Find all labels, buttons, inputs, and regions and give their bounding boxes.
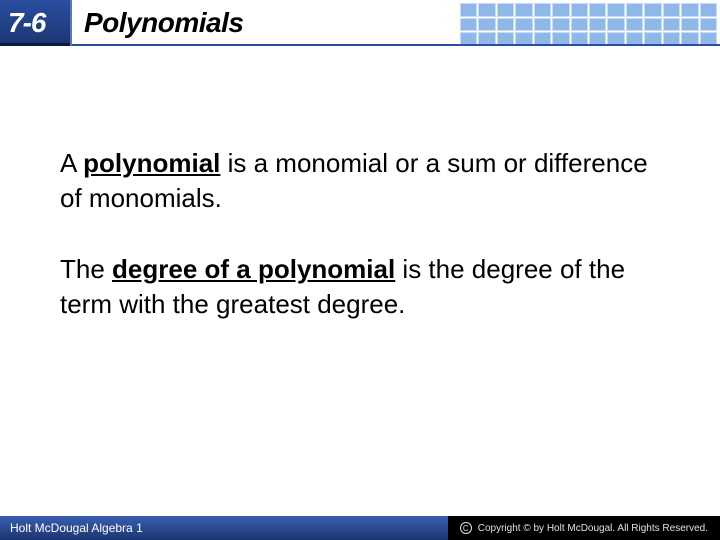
definition-paragraph-2: The degree of a polynomial is the degree…: [60, 252, 660, 322]
footer-book-title: Holt McDougal Algebra 1: [0, 516, 448, 540]
header-divider: [72, 44, 720, 46]
copyright-icon: C: [460, 522, 472, 534]
slide-content: A polynomial is a monomial or a sum or d…: [0, 46, 720, 322]
slide-footer: Holt McDougal Algebra 1 C Copyright © by…: [0, 516, 720, 540]
keyword-polynomial: polynomial: [83, 148, 220, 178]
footer-right-text: Copyright © by Holt McDougal. All Rights…: [478, 523, 708, 534]
definition-paragraph-1: A polynomial is a monomial or a sum or d…: [60, 146, 660, 216]
header-grid-decoration: [460, 0, 720, 46]
chapter-number-box: 7-6: [0, 0, 72, 46]
text-prefix: The: [60, 254, 112, 284]
text-prefix: A: [60, 148, 83, 178]
chapter-title: Polynomials: [72, 7, 243, 39]
chapter-number: 7-6: [8, 7, 45, 39]
footer-copyright: C Copyright © by Holt McDougal. All Righ…: [448, 516, 720, 540]
keyword-degree: degree of a polynomial: [112, 254, 395, 284]
footer-left-text: Holt McDougal Algebra 1: [10, 521, 143, 535]
slide-header: 7-6 Polynomials: [0, 0, 720, 46]
